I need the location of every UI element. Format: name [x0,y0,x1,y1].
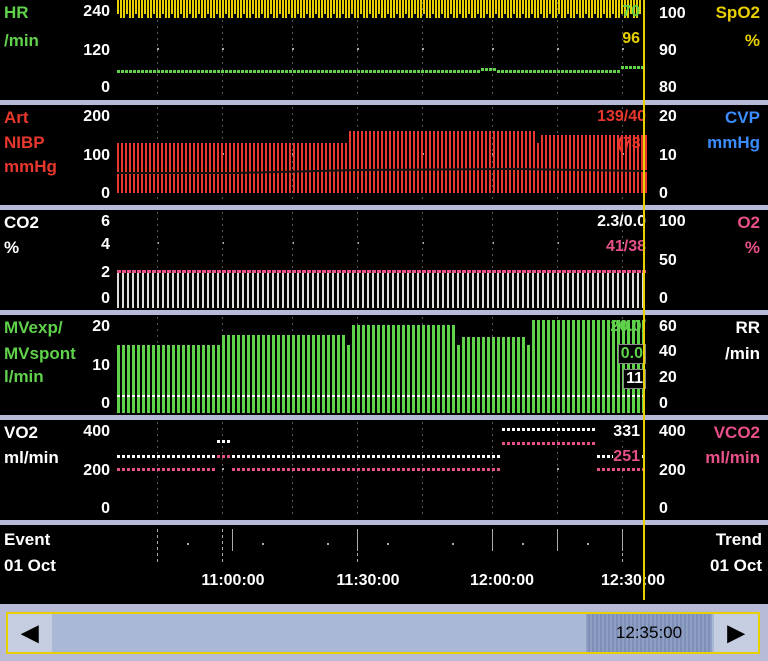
mv-tick-0: 0 [101,395,110,412]
mv-chart [117,317,645,413]
hr-tick-120: 120 [83,42,110,59]
art-unit: mmHg [4,157,57,176]
hr-tick-240: 240 [83,3,110,20]
co2-o2-panel: CO2 % 6 4 2 0 2.3/0.0 41/38 100 50 0 O2 … [0,210,768,310]
rr-label: RR [735,318,760,337]
mvspont-value: 0.0 [617,344,646,364]
art-chart [117,107,648,199]
hr-value: 70 [622,3,640,20]
co2-value: 2.3/0.0 [597,213,646,230]
spo2-tick-80: 80 [659,79,677,96]
o2-unit: % [744,238,760,257]
vo2-tick-400: 400 [83,423,110,440]
art-label: Art [4,108,29,127]
spo2-tick-90: 90 [659,42,677,59]
scroll-track[interactable]: ◀ 12:35:00 ▶ [6,612,760,654]
separator [0,520,768,525]
o2-label: O2 [737,213,760,232]
separator [0,415,768,420]
time-label-1200: 12:00:00 [469,572,535,589]
o2-tick-100: 100 [659,213,686,230]
vo2-label: VO2 [4,423,39,442]
vco2-tick-400: 400 [659,423,686,440]
vco2-unit: ml/min [705,448,760,467]
vo2-vco2-panel: VO2 ml/min 400 200 0 331 251 400 200 0 V… [0,420,768,520]
mv-tick-20: 20 [92,318,110,335]
art-tick-0: 0 [101,185,110,202]
co2-chart [117,212,646,308]
o2-tick-0: 0 [659,290,668,307]
hr-tick-0: 0 [101,79,110,96]
trend-date: 01 Oct [710,556,762,575]
co2-label: CO2 [4,213,39,232]
art-tick-200: 200 [83,108,110,125]
art-tick-100: 100 [83,147,110,164]
vo2-chart [117,422,645,514]
vco2-value: 251 [613,448,640,466]
hr-spo2-chart [117,0,644,94]
nibp-label: NIBP [4,133,45,152]
rr-value: 11 [623,369,646,389]
cvp-tick-0: 0 [659,185,668,202]
hr-label: HR [4,3,29,22]
vco2-label: VCO2 [713,423,760,442]
separator [0,100,768,105]
cvp-label: CVP [725,108,760,127]
cvp-tick-10: 10 [659,147,677,164]
rr-tick-60: 60 [659,318,677,335]
rr-unit: /min [725,344,760,363]
mvspont-label: MVspont [4,344,76,363]
vco2-tick-200: 200 [659,462,686,479]
rr-tick-20: 20 [659,369,677,386]
vo2-tick-200: 200 [83,462,110,479]
arrow-right-icon[interactable]: ▶ [714,614,758,652]
o2-tick-50: 50 [659,252,677,269]
event-date: 01 Oct [4,556,56,575]
art-cvp-panel: Art NIBP mmHg 200 100 0 139/40 (73) 20 1… [0,105,768,205]
time-label-1100: 11:00:00 [201,572,265,589]
spo2-label: SpO2 [715,3,760,22]
o2-value: 41/38 [605,238,646,255]
cvp-tick-20: 20 [659,108,677,125]
spo2-unit: % [744,31,760,50]
art-mean-value: (73) [617,135,646,152]
arrow-left-icon[interactable]: ◀ [8,614,52,652]
co2-unit: % [4,238,20,257]
vo2-tick-0: 0 [101,500,110,517]
art-value: 139/40 [597,108,646,125]
co2-tick-2: 2 [101,264,110,281]
event-markers[interactable] [117,525,650,565]
timeline-scrollbar[interactable]: ◀ 12:35:00 ▶ [0,604,768,661]
vco2-tick-0: 0 [659,500,668,517]
vo2-value: 331 [613,423,640,441]
spo2-tick-100: 100 [659,5,686,22]
mvexp-value: 20.0/ [610,318,646,335]
trend-label: Trend [715,530,762,549]
scroll-thumb[interactable]: 12:35:00 [586,614,712,652]
hr-spo2-panel: HR /min 240 120 0 70 96 100 90 80 SpO2 % [0,0,768,100]
mv-rr-panel: MVexp/ MVspont l/min 20 10 0 20.0/ 0.0 1… [0,315,768,415]
co2-tick-6: 6 [101,213,110,230]
hr-unit: /min [4,31,39,50]
vo2-unit: ml/min [4,448,59,467]
rr-tick-40: 40 [659,343,677,360]
rr-tick-0: 0 [659,395,668,412]
time-cursor[interactable] [643,0,645,600]
cvp-unit: mmHg [707,133,760,152]
time-label-1130: 11:30:00 [336,572,400,589]
mv-tick-10: 10 [92,357,110,374]
time-label-1230: 12:30:00 [600,572,666,589]
spo2-value: 96 [622,30,640,47]
event-label: Event [4,530,51,549]
mvexp-label: MVexp/ [4,318,63,337]
mv-unit: l/min [4,367,44,386]
separator [0,205,768,210]
co2-tick-4: 4 [101,236,110,253]
co2-tick-0: 0 [101,290,110,307]
event-timeline-panel: Event 01 Oct Trend 01 Oct [0,525,768,600]
separator [0,310,768,315]
